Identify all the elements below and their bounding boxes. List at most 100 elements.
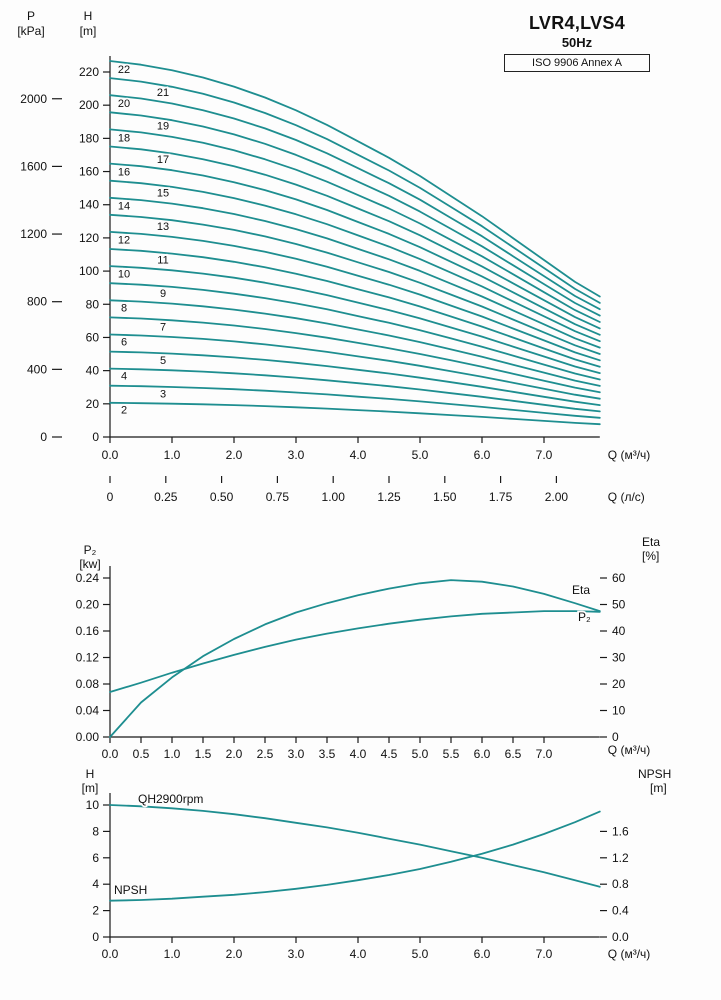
- p2-tick-label: 0.20: [76, 598, 100, 612]
- eta-tick-label: 60: [612, 571, 626, 585]
- q-tick-label: 7.0: [536, 448, 553, 462]
- curve-stage-5: [109, 350, 601, 407]
- q-tick-label: 5.0: [412, 947, 429, 961]
- q-tick-label: 2.0: [226, 448, 243, 462]
- q-axis-title: Q (м³/ч): [608, 947, 651, 961]
- eta-tick-label: 10: [612, 704, 626, 718]
- h-axis-unit: [m]: [82, 781, 99, 795]
- curve-stage-22: [109, 60, 601, 298]
- q-tick-label: 3.0: [288, 747, 305, 761]
- stage-label-13: 13: [157, 221, 169, 233]
- stage-label-22: 22: [118, 64, 130, 76]
- p2-axis-title: P₂: [84, 543, 97, 557]
- curve-stage-20: [109, 94, 601, 311]
- stage-label-17: 17: [157, 154, 169, 166]
- curve-stage-14: [109, 196, 601, 349]
- qls-tick-label: 2.00: [545, 490, 569, 504]
- q-tick-label: 3.5: [319, 747, 336, 761]
- qh-multistage-chart: 020406080100120140160180200220H[m]040080…: [17, 9, 650, 504]
- q-tick-label: 6.0: [474, 947, 491, 961]
- q-tick-label: 0.5: [133, 747, 150, 761]
- h-tick-label: 40: [86, 364, 100, 378]
- curve-stage-13: [109, 213, 601, 355]
- q-tick-label: 5.0: [412, 448, 429, 462]
- h-axis-unit: [m]: [80, 24, 97, 38]
- curve-stage-12: [109, 230, 601, 362]
- q-tick-label: 1.0: [164, 448, 181, 462]
- curve-stage-17: [109, 145, 601, 330]
- h-tick-label: 200: [79, 98, 99, 112]
- p-tick-label: 800: [27, 295, 47, 309]
- p-tick-label: 0: [40, 430, 47, 444]
- q-tick-label: 7.0: [536, 947, 553, 961]
- q-tick-label: 3.0: [288, 947, 305, 961]
- q-tick-label: 4.5: [381, 747, 398, 761]
- h-tick-label: 160: [79, 165, 99, 179]
- curve-qh2900rpm: [109, 804, 601, 888]
- qls-tick-label: 0.50: [210, 490, 234, 504]
- eta-tick-label: 20: [612, 677, 626, 691]
- qls-tick-label: 1.75: [489, 490, 513, 504]
- h-tick-label: 6: [92, 851, 99, 865]
- npsh-tick-label: 0.0: [612, 930, 629, 944]
- qls-tick-label: 1.25: [377, 490, 401, 504]
- standard-badge: ISO 9906 Annex A: [504, 54, 650, 72]
- h-tick-label: 120: [79, 231, 99, 245]
- q-tick-label: 6.0: [474, 747, 491, 761]
- q-tick-label: 2.5: [257, 747, 274, 761]
- h-tick-label: 60: [86, 330, 100, 344]
- h-tick-label: 8: [92, 824, 99, 838]
- stage-label-4: 4: [121, 370, 127, 382]
- p2-axis-unit: [kw]: [79, 557, 100, 571]
- curve-stage-9: [109, 282, 601, 381]
- curve-stage-19: [109, 111, 601, 317]
- qls-axis-title: Q (л/с): [608, 490, 645, 504]
- stage-label-15: 15: [157, 187, 169, 199]
- p-tick-label: 2000: [20, 92, 47, 106]
- p2-tick-label: 0.08: [76, 677, 100, 691]
- h-tick-label: 20: [86, 397, 100, 411]
- npsh-axis-unit: [m]: [650, 781, 667, 795]
- p-tick-label: 400: [27, 362, 47, 376]
- stage-label-16: 16: [118, 166, 130, 178]
- h-tick-label: 0: [92, 930, 99, 944]
- h-axis-title: H: [84, 9, 93, 23]
- q-tick-label: 6.0: [474, 448, 491, 462]
- npsh-axis-title: NPSH: [638, 767, 671, 781]
- curve-stage-8: [109, 299, 601, 387]
- q-tick-label: 5.0: [412, 747, 429, 761]
- q-tick-label: 1.5: [195, 747, 212, 761]
- npsh-tick-label: 1.6: [612, 824, 629, 838]
- eta-axis-unit: [%]: [642, 549, 659, 563]
- q-tick-label: 0.0: [102, 448, 119, 462]
- curve-stage-10: [109, 265, 601, 375]
- h-tick-label: 0: [92, 430, 99, 444]
- eta-tick-label: 50: [612, 598, 626, 612]
- curve-stage-7: [109, 316, 601, 394]
- curve-stage-2: [109, 401, 601, 426]
- h-tick-label: 140: [79, 198, 99, 212]
- curve-stage-4: [109, 367, 601, 413]
- curve-stage-6: [109, 333, 601, 400]
- curve-stage-16: [109, 162, 601, 336]
- power-efficiency-chart: 0.000.040.080.120.160.200.24P₂[kw]010203…: [76, 535, 661, 761]
- h-tick-label: 100: [79, 264, 99, 278]
- stage-label-12: 12: [118, 234, 130, 246]
- stage-label-11: 11: [157, 254, 168, 266]
- q-tick-label: 4.0: [350, 448, 367, 462]
- stage-label-10: 10: [118, 268, 130, 280]
- curve-eta: [109, 579, 601, 738]
- stage-label-8: 8: [121, 302, 127, 314]
- q-tick-label: 3.0: [288, 448, 305, 462]
- h-tick-label: 220: [79, 65, 99, 79]
- curve-stage-3: [109, 384, 601, 419]
- eta-tick-label: 30: [612, 651, 626, 665]
- npsh-tick-label: 0.8: [612, 877, 629, 891]
- q-tick-label: 7.0: [536, 747, 553, 761]
- q-tick-label: 2.0: [226, 947, 243, 961]
- qls-tick-label: 0.75: [266, 490, 290, 504]
- stage-label-5: 5: [160, 355, 166, 367]
- curve-stage-11: [109, 248, 601, 368]
